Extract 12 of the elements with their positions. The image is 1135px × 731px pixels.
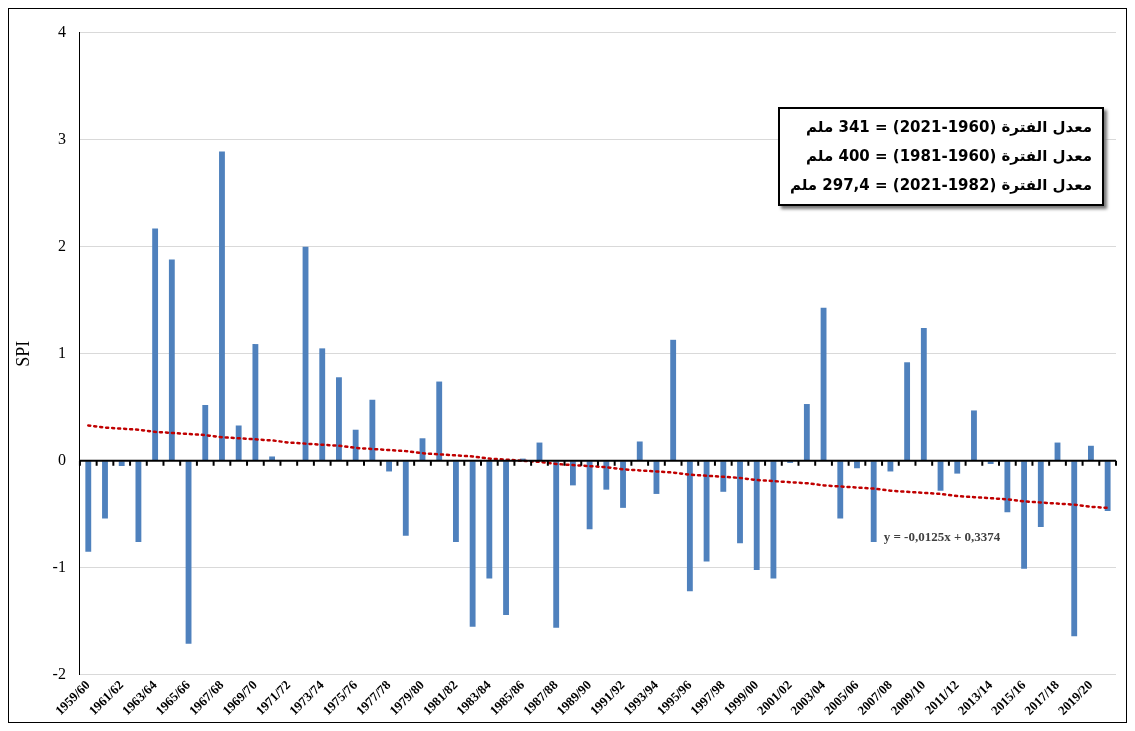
annotation: معدل الفترة (1960-1981) = 400 ملم <box>805 146 1092 167</box>
y-tick-label: 4 <box>57 22 66 40</box>
annotation: y = -0,0125x + 0,3374 <box>883 529 1001 545</box>
y-tick-label: -2 <box>52 665 66 683</box>
y-tick-label: 3 <box>57 129 66 147</box>
annotation: معدل الفترة (1982-2021) = 297,4 ملم <box>789 175 1092 196</box>
y-tick-label: 0 <box>57 450 66 468</box>
y-tick-label: 1 <box>57 343 66 361</box>
y-tick-label: 2 <box>57 236 66 254</box>
y-tick-label: -1 <box>52 558 66 575</box>
annotation: معدل الفترة (1960-2021) = 341 ملم <box>805 117 1092 138</box>
y-axis-title: SPI <box>12 340 33 367</box>
